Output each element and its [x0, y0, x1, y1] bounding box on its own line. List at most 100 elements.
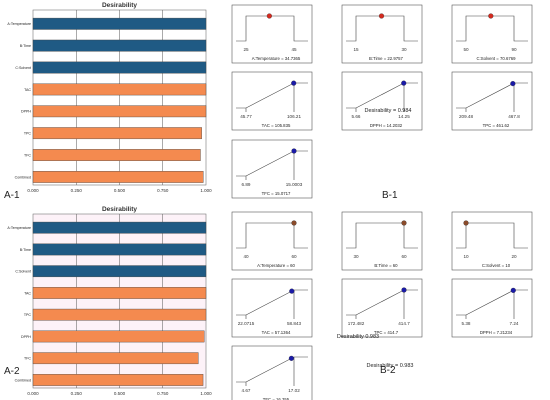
range-high-label: 20 — [511, 254, 517, 259]
ramp-line — [346, 222, 418, 249]
ramp-line — [346, 289, 418, 316]
bar — [32, 374, 204, 386]
ramp-line — [236, 150, 308, 177]
ramp-line — [236, 222, 308, 249]
bar-chart-a-1: Desirability 0.000 0.250 0.500 0.750 1.000 A:T… — [4, 2, 212, 201]
response-ramp: 5.66 14.25 DPPH = 14.2032 — [341, 71, 423, 131]
category-label: TAC — [24, 291, 31, 295]
x-tick-label: 0.000 — [27, 188, 39, 193]
value-marker — [291, 220, 297, 226]
ramp-value-label: DPPH = 14.2032 — [370, 123, 403, 128]
bar — [32, 287, 207, 299]
bar — [32, 39, 207, 52]
value-marker — [401, 287, 407, 293]
category-label: TAC — [24, 88, 31, 92]
bar — [32, 330, 205, 343]
range-low-label: 50 — [463, 47, 469, 52]
response-ramp: 4.67 17.02 TFC = 16.355 — [231, 345, 313, 400]
value-marker — [488, 13, 494, 19]
range-low-label: 40 — [243, 254, 249, 259]
range-low-label: 172.482 — [348, 321, 365, 326]
ramp-value-label: C:Solvent = 10 — [482, 263, 511, 268]
category-label: DPPH — [21, 335, 31, 339]
value-marker — [463, 220, 469, 226]
ramp-frame — [231, 345, 313, 400]
bar — [32, 127, 202, 140]
factor-ramp: 15 30 B:Time = 22.9757 — [341, 4, 423, 64]
x-tick-label: 0.000 — [27, 391, 39, 396]
ramp-value-label: B:Time = 60 — [374, 263, 398, 268]
ramp-panel-b-1: 25 45 A:Temperature = 34.7365 15 30 B:Time = … — [231, 4, 533, 201]
range-high-label: 414.7 — [398, 321, 410, 326]
category-label: TPC — [24, 132, 32, 136]
ramp-line — [456, 289, 528, 316]
chart-title: Desirability — [102, 206, 137, 213]
range-low-label: 6.89 — [242, 182, 251, 187]
value-marker — [291, 80, 297, 86]
panel-label: B-2 — [380, 365, 396, 376]
ramp-frame — [341, 211, 423, 271]
category-label: C:Solvent — [15, 270, 31, 274]
range-low-label: 22.0715 — [238, 321, 255, 326]
desirability-label: Desirability = 0.984 — [365, 108, 412, 114]
range-high-label: 106.21 — [287, 114, 301, 119]
ramp-frame — [231, 4, 313, 64]
ramp-frame — [341, 71, 423, 131]
ramp-value-label: TPC = 414.7 — [374, 330, 399, 335]
range-low-label: 30 — [353, 254, 359, 259]
range-high-label: 14.25 — [398, 114, 410, 119]
value-marker — [510, 287, 516, 293]
response-ramp: 172.482 414.7 TPC = 414.7 — [341, 278, 423, 338]
bar — [32, 221, 207, 234]
ramp-value-label: A:Temperature = 60 — [257, 263, 295, 268]
ramp-line — [456, 222, 528, 249]
bar-chart-a-2: Desirability 0.000 0.250 0.500 0.750 1.000 A:T… — [4, 206, 212, 396]
value-marker — [510, 81, 516, 87]
ramp-line — [236, 356, 308, 383]
ramp-frame — [451, 71, 533, 131]
response-ramp: 22.0715 58.843 TAC = 57.1364 — [231, 278, 313, 338]
value-marker — [401, 220, 407, 226]
panel-label: A-1 — [4, 190, 20, 201]
x-tick-label: 1.000 — [200, 188, 212, 193]
category-label: Combined — [15, 378, 31, 382]
category-label: B:Time — [20, 44, 31, 48]
range-high-label: 17.02 — [288, 388, 300, 393]
value-marker — [288, 355, 294, 361]
ramp-line — [346, 82, 418, 109]
ramp-value-label: TPC = 461.62 — [483, 123, 510, 128]
range-high-label: 30 — [401, 47, 407, 52]
range-low-label: 45.77 — [240, 114, 252, 119]
x-tick-label: 1.000 — [200, 391, 212, 396]
ramp-frame — [451, 4, 533, 64]
range-low-label: 25 — [243, 47, 249, 52]
category-label: A:Temperature — [7, 22, 31, 26]
response-ramp: 45.77 106.21 TAC = 105.835 — [231, 71, 313, 131]
ramp-frame — [451, 278, 533, 338]
value-marker — [401, 80, 407, 86]
ramp-value-label: B:Time = 22.9757 — [369, 56, 403, 61]
factor-ramp: 30 60B:Time = 60 — [341, 211, 423, 271]
ramp-value-label: C:Solvent = 70.6769 — [476, 56, 516, 61]
x-tick-label: 0.250 — [71, 188, 83, 193]
ramp-frame — [231, 139, 313, 199]
category-label: A:Temperature — [7, 226, 31, 230]
factor-ramp: 40 60 A:Temperature = 60 — [231, 211, 313, 271]
bar — [32, 352, 199, 365]
factor-ramp: 50 90 C:Solvent = 70.6769 — [451, 4, 533, 64]
factor-ramp: 10 20C:Solvent = 10 — [451, 211, 533, 271]
response-ramp: 5.38 7.24 DPPH = 7.21234 — [451, 278, 533, 338]
x-tick-label: 0.500 — [114, 391, 126, 396]
response-ramp: 209.48 467.8 TPC = 461.62 — [451, 71, 533, 131]
x-tick-label: 0.750 — [157, 391, 169, 396]
bar — [32, 149, 201, 161]
panel-label: B-1 — [382, 190, 398, 201]
value-marker — [266, 13, 272, 19]
value-marker — [289, 288, 295, 294]
ramp-value-label: TFC = 16.355 — [263, 397, 290, 400]
range-high-label: 7.24 — [510, 321, 519, 326]
category-label: TFC — [24, 357, 31, 361]
range-high-label: 45 — [291, 47, 297, 52]
range-low-label: 4.67 — [242, 388, 251, 393]
